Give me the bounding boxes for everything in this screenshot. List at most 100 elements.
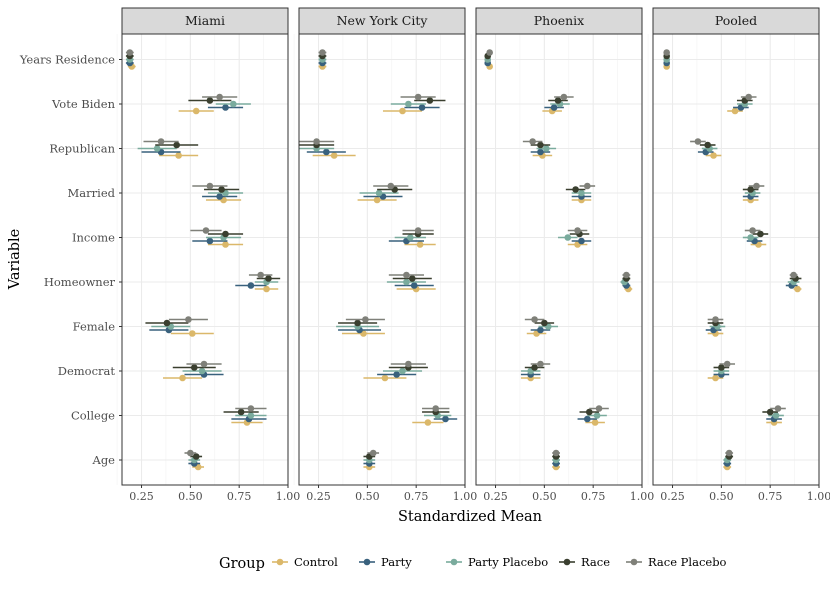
point-party-placebo [153,145,161,152]
point-party [578,237,585,245]
point-control [710,152,717,159]
point-race-placebo [790,271,797,279]
x-tick-label: 1.00 [807,490,830,503]
panel-background [122,34,288,485]
point-party-placebo [564,234,572,241]
point-party-placebo [403,278,410,286]
x-axis-title: Standardized Mean [398,509,542,525]
point-race [190,364,198,371]
point-race-placebo [723,360,731,368]
legend-label: Party [381,555,412,569]
y-tick-label: Age [92,453,116,467]
y-tick-label: College [71,409,115,423]
x-tick-label: 0.25 [660,490,685,503]
panel-strip [121,7,289,35]
point-race-placebo [623,271,630,279]
legend-label: Party Placebo [468,555,548,569]
point-party [323,148,330,156]
point-party-placebo [198,367,206,375]
point-race-placebo [216,93,223,101]
x-tick-label: 0.75 [404,490,429,503]
point-race-placebo [529,138,536,145]
y-tick-label: Democrat [58,364,116,378]
point-race-placebo [414,93,422,101]
legend-key-point [563,558,571,566]
legend-label: Control [294,555,338,569]
point-party-placebo [375,189,383,197]
point-race-placebo [313,138,320,145]
point-party [550,104,558,111]
point-control [192,107,200,115]
point-party-placebo [247,412,255,419]
point-party-placebo [230,100,237,108]
panel-border [475,33,643,486]
point-race [173,141,180,149]
point-control [591,419,599,426]
point-race [554,97,562,104]
legend: Group Control Party Party Placebo Race Race … [219,555,727,572]
y-tick-label: Homeowner [44,275,116,289]
x-tick-label: 0.50 [178,490,203,503]
point-party [393,371,400,378]
legend-key-point [276,558,284,566]
point-race [757,230,764,238]
legend-item-race: Race [559,555,610,569]
point-control [399,107,406,115]
point-party [410,282,418,289]
point-race [163,319,171,327]
x-tick-label: 0.25 [306,490,331,503]
x-tick-label: 0.75 [581,490,606,503]
point-control [222,241,229,248]
point-party [537,326,544,334]
point-race [531,364,538,371]
point-party-placebo [578,189,585,197]
point-race-placebo [560,93,568,101]
legend-label: Race Placebo [648,555,727,569]
point-race-placebo [595,405,603,412]
point-control [731,107,739,115]
panel-strip [652,7,820,35]
point-race [704,141,711,149]
point-party-placebo [399,367,406,375]
point-race-placebo [202,227,210,234]
panel-background [476,34,642,485]
point-control [381,374,389,382]
point-party [442,415,449,423]
x-tick-label: 1.00 [630,490,655,503]
point-race [237,408,245,416]
panel-miami: Miami 0.25 0.50 0.75 1.00 [116,7,300,503]
x-tick-label: 0.50 [709,490,734,503]
point-control [263,285,270,293]
legend-item-control: Control [272,555,338,569]
point-party-placebo [543,145,550,152]
point-race [218,186,225,193]
x-tick-label: 0.25 [129,490,154,503]
y-tick-label: Income [72,231,115,245]
panel-pooled: Pooled 0.25 0.50 0.75 1.00 [647,7,830,503]
point-race-placebo [206,182,214,190]
point-race-placebo [126,49,134,56]
point-race-placebo [432,405,440,412]
panel-title: Phoenix [534,13,584,28]
legend-label: Race [581,555,610,569]
panel-title: New York City [337,13,429,28]
point-race-placebo [200,360,208,368]
panels: Miami 0.25 0.50 0.75 1.00 New York City 0.25 0.… [116,7,830,503]
y-tick-label: Female [73,320,116,334]
point-race-placebo [414,227,422,234]
point-race-placebo [753,182,760,190]
legend-key-point [450,558,458,566]
legend-item-party-placebo: Party Placebo [446,555,548,569]
point-control [189,330,196,337]
point-party-placebo [747,234,754,241]
point-party [216,193,223,200]
point-control [175,152,182,159]
point-control [416,241,424,248]
y-axis-ticks: Years Residence Vote Biden Republican Marri… [19,53,122,467]
point-control [712,374,719,382]
legend-title: Group [219,556,265,572]
y-tick-label: Vote Biden [51,97,116,111]
point-race [222,230,229,238]
point-race-placebo [319,49,326,56]
